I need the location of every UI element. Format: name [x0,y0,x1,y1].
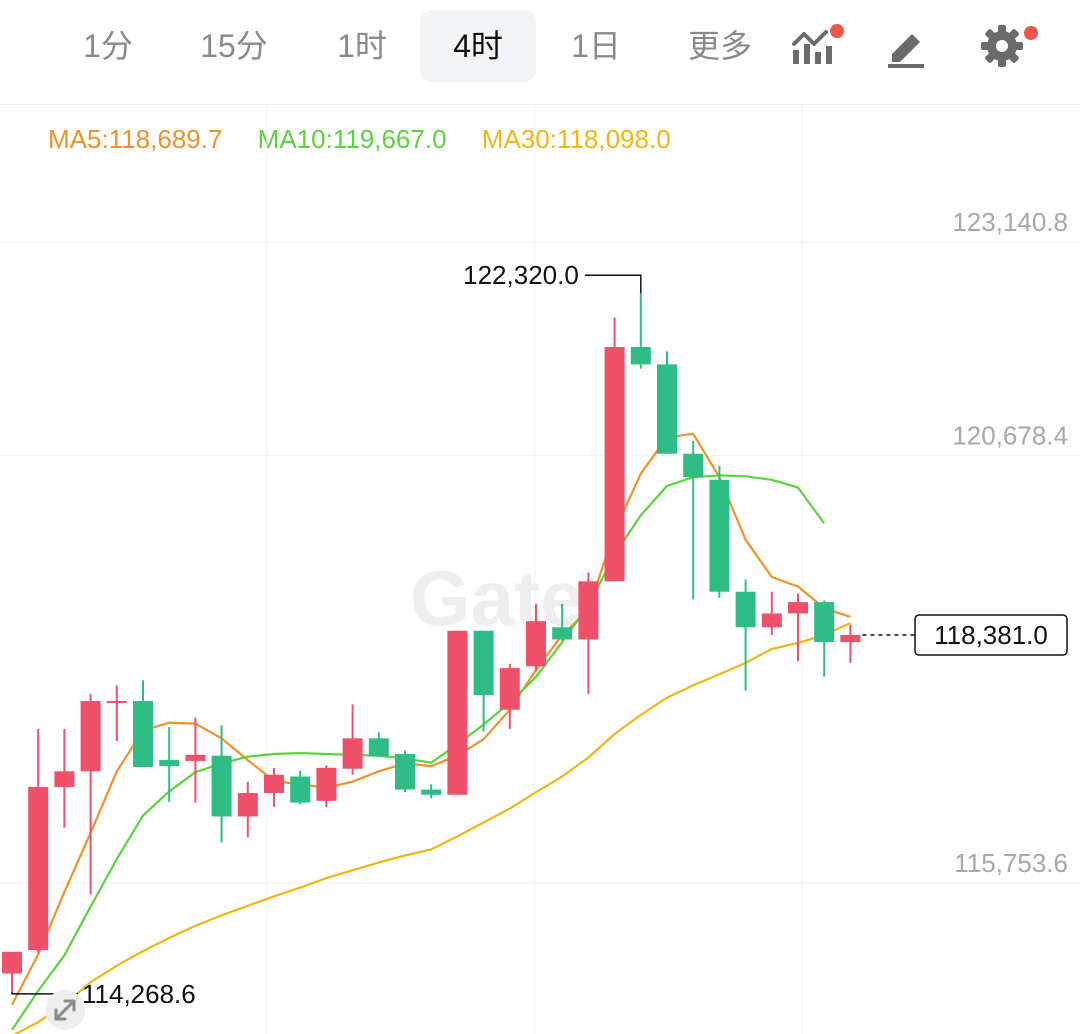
candle [211,725,232,843]
candle [2,951,22,992]
candle-body [578,581,599,640]
candle-body [657,364,677,454]
candle [578,572,599,695]
candle-body [368,738,389,757]
interval-toolbar: 1分 15分 1时 4时 1日 更多 [0,0,1080,105]
candle [237,781,258,838]
candle-body [28,786,49,951]
candle [185,717,206,803]
high-price-label: 122,320.0 [463,260,579,290]
candle [264,767,284,807]
y-axis-label: 123,140.8 [952,207,1068,237]
candle-body [185,754,206,761]
settings-icon[interactable] [978,22,1038,70]
candle [630,293,651,369]
candle [28,728,49,953]
candle-body [237,793,258,817]
indicator-icon[interactable] [788,22,844,70]
candle-body [159,760,180,767]
ma30-label: MA30:118,098.0 [481,124,671,154]
y-axis-label: 115,753.6 [954,848,1068,878]
candle-body [80,701,101,772]
candle-body [133,701,153,767]
ma10-line [11,474,826,1031]
y-axis-label: 120,678.4 [952,421,1068,451]
candle-body [395,753,415,790]
candle [604,317,625,582]
candle-body [421,789,442,795]
tab-more[interactable]: 更多 [687,28,752,64]
candle [395,750,415,793]
candle [499,663,520,729]
candle-body [604,347,625,582]
candle-body [735,591,756,628]
candle-body [106,701,127,704]
candles [2,293,861,992]
candle [473,630,494,732]
candle-body [211,755,232,817]
candle [735,579,756,691]
last-price-label: 118,381.0 [934,620,1048,650]
chart-grid [0,105,1080,1034]
candle-body [2,951,22,974]
ma5-label: MA5:118,689.7 [48,124,223,154]
last-price-box [914,614,1068,656]
candle [761,591,782,636]
indicator-badge [830,24,844,38]
ma-legend: MA5:118,689.7 MA10:119,667.0 MA30:118,09… [48,124,699,155]
candle-body [54,771,75,787]
candle-body [683,453,704,478]
candle [814,600,835,677]
tab-1hour[interactable]: 1时 [337,28,387,64]
candle-body [526,621,546,667]
candle-body [290,776,311,803]
candle-body [447,630,468,795]
candle-body [761,613,782,628]
candle [683,440,704,600]
ma30-line [13,622,851,1034]
candle [159,727,180,802]
candle [526,603,546,672]
candle [368,732,389,757]
candle-body [840,635,861,643]
candle [133,680,153,767]
candle [316,765,337,807]
candle [552,603,573,641]
tab-4hour[interactable]: 4时 [420,10,536,82]
candle [80,694,101,895]
candle [840,624,861,663]
candle-body [788,602,808,614]
candle-body [630,347,651,365]
candle [788,593,808,662]
candle [421,784,442,799]
candle-body [316,767,337,801]
candle [290,770,311,805]
candle-body [499,668,520,710]
candle [447,630,468,795]
candle-body [264,774,284,794]
candle-body [552,627,573,640]
candle [342,704,363,775]
low-price-label: 114,268.6 [82,979,196,1009]
high-leader [584,274,642,294]
tab-15min[interactable]: 15分 [200,28,268,64]
candle [709,465,730,598]
draw-icon[interactable] [882,22,930,70]
settings-badge [1024,26,1038,40]
annotations: 122,320.0 114,268.6 118,381.0 [11,260,1068,1009]
candle [657,351,677,454]
candle-body [342,738,363,769]
expand-icon[interactable] [45,990,85,1030]
candle-body [814,602,835,643]
candle-body [709,479,730,592]
y-axis: 123,140.8 120,678.4 115,753.6 [952,207,1068,878]
candle-body [473,630,494,695]
ma10-label: MA10:119,667.0 [257,124,447,154]
tab-1day[interactable]: 1日 [571,28,621,64]
candle [54,728,75,828]
candle [106,685,127,741]
tab-1min[interactable]: 1分 [83,28,133,64]
